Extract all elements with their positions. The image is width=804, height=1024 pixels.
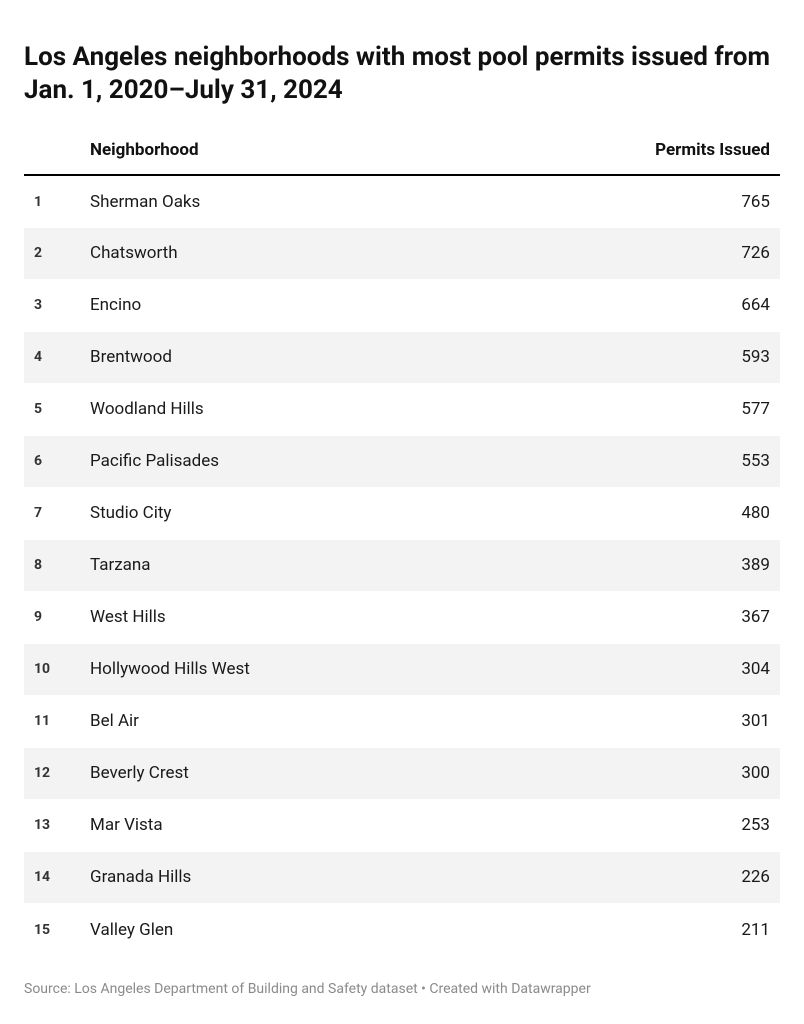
cell-neighborhood: Encino: [80, 279, 600, 331]
cell-neighborhood: Mar Vista: [80, 799, 600, 851]
chart-title: Los Angeles neighborhoods with most pool…: [24, 41, 780, 106]
table-row: 2Chatsworth726: [24, 227, 780, 279]
cell-neighborhood: Tarzana: [80, 539, 600, 591]
cell-permits: 367: [600, 591, 780, 643]
cell-rank: 15: [24, 903, 80, 955]
table-row: 4Brentwood593: [24, 331, 780, 383]
cell-rank: 8: [24, 539, 80, 591]
cell-permits: 577: [600, 383, 780, 435]
cell-rank: 5: [24, 383, 80, 435]
table-row: 13Mar Vista253: [24, 799, 780, 851]
column-header-rank: [24, 128, 80, 175]
column-header-neighborhood: Neighborhood: [80, 128, 600, 175]
cell-rank: 7: [24, 487, 80, 539]
cell-rank: 10: [24, 643, 80, 695]
cell-rank: 14: [24, 851, 80, 903]
cell-neighborhood: Beverly Crest: [80, 747, 600, 799]
table-row: 15Valley Glen211: [24, 903, 780, 955]
table-row: 9West Hills367: [24, 591, 780, 643]
cell-permits: 553: [600, 435, 780, 487]
cell-permits: 389: [600, 539, 780, 591]
table-row: 8Tarzana389: [24, 539, 780, 591]
cell-neighborhood: Brentwood: [80, 331, 600, 383]
table-row: 12Beverly Crest300: [24, 747, 780, 799]
table-row: 11Bel Air301: [24, 695, 780, 747]
cell-neighborhood: Bel Air: [80, 695, 600, 747]
cell-rank: 13: [24, 799, 80, 851]
cell-rank: 9: [24, 591, 80, 643]
table-row: 1Sherman Oaks765: [24, 175, 780, 227]
table-row: 10Hollywood Hills West304: [24, 643, 780, 695]
table-row: 3Encino664: [24, 279, 780, 331]
cell-neighborhood: Woodland Hills: [80, 383, 600, 435]
cell-neighborhood: Valley Glen: [80, 903, 600, 955]
table-row: 6Pacific Palisades553: [24, 435, 780, 487]
cell-rank: 4: [24, 331, 80, 383]
permits-table: Neighborhood Permits Issued 1Sherman Oak…: [24, 128, 780, 955]
cell-permits: 304: [600, 643, 780, 695]
table-row: 7Studio City480: [24, 487, 780, 539]
cell-permits: 300: [600, 747, 780, 799]
cell-permits: 301: [600, 695, 780, 747]
table-row: 5Woodland Hills577: [24, 383, 780, 435]
cell-neighborhood: Studio City: [80, 487, 600, 539]
cell-permits: 765: [600, 175, 780, 227]
cell-rank: 3: [24, 279, 80, 331]
cell-neighborhood: Chatsworth: [80, 227, 600, 279]
chart-footer: Source: Los Angeles Department of Buildi…: [24, 981, 780, 997]
cell-permits: 226: [600, 851, 780, 903]
table-row: 14Granada Hills226: [24, 851, 780, 903]
cell-neighborhood: Pacific Palisades: [80, 435, 600, 487]
cell-neighborhood: Granada Hills: [80, 851, 600, 903]
cell-rank: 11: [24, 695, 80, 747]
cell-rank: 6: [24, 435, 80, 487]
cell-permits: 211: [600, 903, 780, 955]
cell-permits: 664: [600, 279, 780, 331]
cell-permits: 593: [600, 331, 780, 383]
cell-permits: 253: [600, 799, 780, 851]
cell-rank: 12: [24, 747, 80, 799]
cell-neighborhood: Hollywood Hills West: [80, 643, 600, 695]
table-header-row: Neighborhood Permits Issued: [24, 128, 780, 175]
cell-rank: 2: [24, 227, 80, 279]
cell-rank: 1: [24, 175, 80, 227]
cell-permits: 726: [600, 227, 780, 279]
column-header-permits: Permits Issued: [600, 128, 780, 175]
cell-neighborhood: Sherman Oaks: [80, 175, 600, 227]
cell-neighborhood: West Hills: [80, 591, 600, 643]
cell-permits: 480: [600, 487, 780, 539]
